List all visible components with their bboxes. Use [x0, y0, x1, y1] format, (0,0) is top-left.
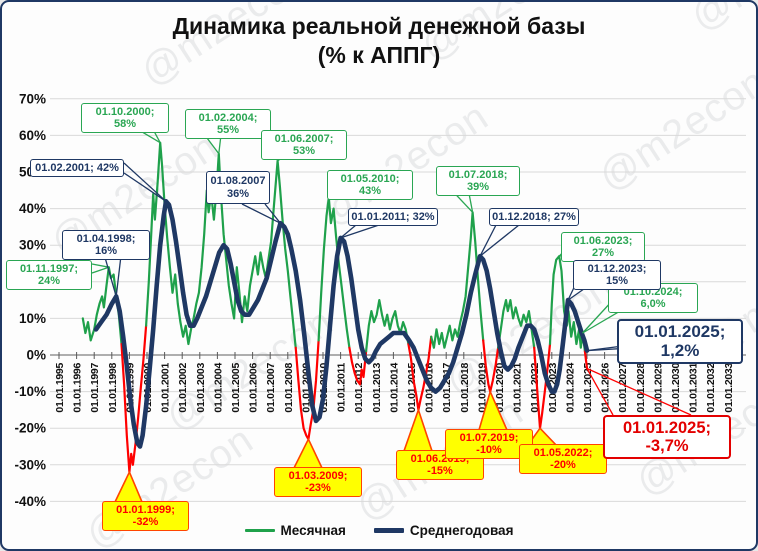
- x-tick-label: 01.01.2007: [265, 363, 277, 413]
- callout-leader: [101, 246, 117, 297]
- x-tick-label: 01.01.1997: [89, 363, 101, 413]
- x-tick-label: 01.01.2014: [388, 363, 400, 413]
- callout-leader: [340, 224, 380, 239]
- chart-title: Динамика реальной денежной базы (% к АПП…: [2, 12, 756, 71]
- x-tick-label: 01.01.2003: [195, 363, 207, 413]
- x-axis: 01.01.1995 01.01.1996 01.01.1997 01.01.1998…: [50, 352, 746, 413]
- x-tick-label: 01.01.2031: [688, 363, 700, 413]
- callout-leader: [123, 162, 167, 202]
- y-tick-label: 50%: [19, 165, 46, 180]
- callout-pointer: [526, 426, 558, 446]
- x-tick-label: 01.01.2015: [406, 363, 418, 413]
- callout-leader: [115, 246, 123, 297]
- callout-pointer: [402, 407, 434, 452]
- x-tick-label: 01.01.2028: [635, 363, 647, 413]
- chart-title-line1: Динамика реальной денежной базы: [172, 13, 586, 39]
- legend: Месячная Среднегодовая: [2, 523, 756, 538]
- legend-item-monthly: Месячная: [244, 523, 346, 538]
- y-tick-label: -40%: [14, 494, 46, 509]
- watermark-text: @m2econ: [43, 124, 226, 264]
- x-tick-label: 01.01.2006: [248, 363, 260, 413]
- callout-leader: [123, 172, 167, 202]
- legend-label: Среднегодовая: [409, 523, 514, 538]
- legend-swatch: [244, 529, 275, 532]
- x-tick-label: 01.01.2032: [705, 363, 717, 413]
- series-monthly: [81, 141, 589, 474]
- chart-title-line2: (% к АППГ): [317, 42, 441, 69]
- callout-leader: [479, 224, 520, 257]
- series-annual: [93, 199, 590, 449]
- legend-item-annual: Среднегодовая: [373, 523, 514, 538]
- x-tick-label: 01.01.2019: [476, 363, 488, 413]
- legend-label: Месячная: [280, 523, 346, 538]
- callout-leader: [586, 367, 692, 416]
- x-tick-label: 01.01.2030: [670, 363, 682, 413]
- y-tick-label: -30%: [14, 457, 46, 472]
- x-tick-label: 01.01.2004: [212, 363, 224, 413]
- watermark-text: @m2econ: [591, 59, 756, 199]
- x-tick-label: 01.01.2018: [459, 363, 471, 413]
- x-tick-label: 01.01.2021: [512, 363, 524, 413]
- x-tick-label: 01.01.1996: [72, 363, 84, 413]
- x-tick-label: 01.01.2029: [652, 363, 664, 413]
- x-tick-label: 01.01.2033: [723, 363, 735, 413]
- y-tick-label: -20%: [14, 421, 46, 436]
- callout-leader: [559, 248, 589, 257]
- x-tick-label: 01.01.2023: [547, 363, 559, 413]
- callout-leader: [582, 299, 614, 334]
- x-tick-label: 01.01.2011: [336, 363, 348, 412]
- x-tick-label: 01.01.2002: [177, 363, 189, 413]
- x-tick-label: 01.01.1995: [54, 363, 66, 413]
- callout-leader: [586, 368, 614, 416]
- y-tick-label: 0%: [26, 348, 46, 363]
- x-tick-label: 01.01.2026: [600, 363, 612, 413]
- y-axis-labels: 70% 60% 50% 40% 30% 20% 10% 0% -10% -20% -30% -40%: [14, 91, 46, 509]
- callout-leader: [277, 146, 297, 162]
- callout-leader: [586, 345, 666, 352]
- x-tick-label: 01.01.2013: [371, 363, 383, 413]
- y-tick-label: 10%: [19, 311, 46, 326]
- x-tick-label: 01.01.2005: [230, 363, 242, 413]
- callout-pointer: [292, 437, 324, 469]
- x-tick-label: 01.01.2008: [283, 363, 295, 413]
- callout-leader: [91, 266, 110, 274]
- y-tick-label: 30%: [19, 238, 46, 253]
- callout-leader: [91, 263, 109, 268]
- watermark-text: @m2econ: [313, 94, 496, 234]
- y-tick-label: 20%: [19, 274, 46, 289]
- callout-leader: [479, 224, 497, 257]
- x-tick-label: 01.01.2001: [160, 363, 172, 413]
- callout-leader: [272, 146, 279, 162]
- callout-leader: [264, 203, 281, 224]
- x-tick-label: 01.01.2020: [494, 363, 506, 413]
- y-tick-label: 40%: [19, 201, 46, 216]
- callout-leader: [340, 224, 357, 239]
- y-tick-label: 60%: [19, 128, 46, 143]
- x-tick-label: 01.01.2027: [617, 363, 629, 413]
- x-tick-label: 01.01.1998: [107, 363, 119, 413]
- y-tick-label: 70%: [19, 91, 46, 106]
- legend-swatch: [373, 528, 404, 533]
- y-tick-label: -10%: [14, 384, 46, 399]
- callout-leader: [218, 125, 223, 154]
- x-tick-label: 01.01.2024: [564, 363, 576, 413]
- callout-leader: [241, 203, 281, 224]
